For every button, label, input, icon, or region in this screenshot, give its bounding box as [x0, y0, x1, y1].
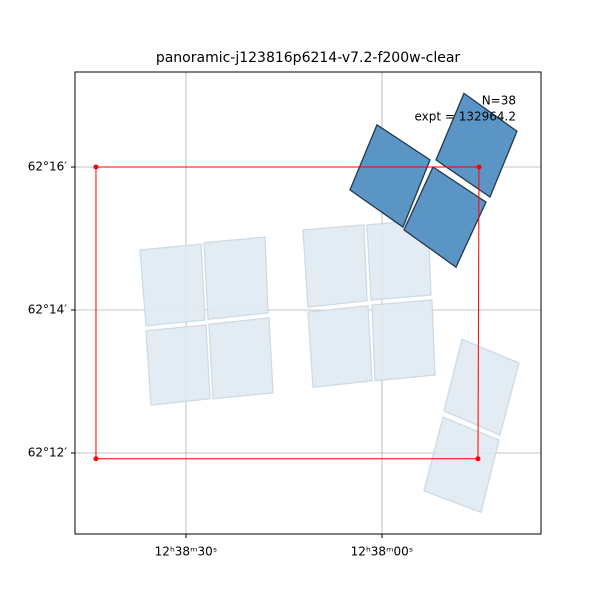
footprint	[443, 338, 520, 437]
footprint	[371, 299, 436, 382]
y-tick-label: 62°16′	[28, 160, 68, 174]
annotation: N=38	[482, 94, 516, 108]
corner-marker	[93, 164, 99, 170]
footprint	[307, 304, 373, 388]
chart-title: panoramic-j123816p6214-v7.2-f200w-clear	[156, 50, 461, 66]
annotation: expt = 132964.2	[414, 110, 516, 124]
footprint	[203, 236, 269, 321]
plot-frame	[74, 71, 542, 535]
footprint	[302, 224, 368, 308]
corner-marker	[476, 164, 482, 170]
x-tick-label: 12ʰ38ᵐ00ˢ	[351, 545, 414, 559]
footprint	[435, 92, 518, 199]
corner-marker	[475, 456, 481, 462]
footprint	[403, 166, 487, 269]
footprint	[349, 123, 431, 229]
y-tick-label: 62°14′	[28, 303, 68, 317]
y-tick-label: 62°12′	[28, 445, 68, 459]
x-tick-label: 12ʰ38ᵐ30ˢ	[155, 545, 218, 559]
footprint	[208, 317, 274, 400]
footprint	[139, 243, 206, 327]
footprint	[145, 324, 211, 406]
corner-marker	[93, 456, 99, 462]
footprint	[423, 416, 500, 514]
